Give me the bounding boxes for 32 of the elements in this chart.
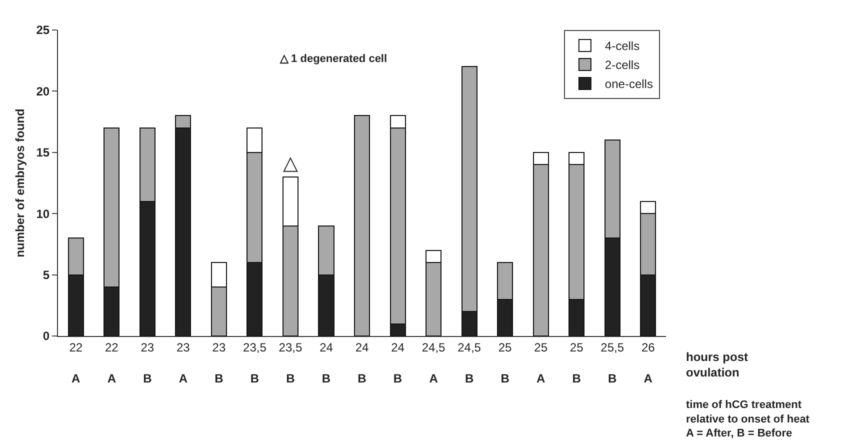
- category-label: 23,5 B: [278, 340, 302, 386]
- y-tick-label: 10: [36, 206, 50, 221]
- category-label: 23 A: [176, 340, 190, 386]
- category-label: 25,5 B: [600, 340, 624, 386]
- category-label: 24,5 A: [422, 340, 446, 386]
- x-axis-title: hours post ovulation: [686, 350, 748, 380]
- y-tick-label: 20: [36, 84, 50, 98]
- category-label: 23,5 B: [243, 340, 266, 386]
- category-label: 24 B: [355, 340, 369, 386]
- category-label: 25 B: [498, 340, 512, 386]
- annotation: △ 1 degenerated cell: [279, 53, 388, 65]
- category-label: 26 A: [641, 340, 655, 386]
- data-label: △: [282, 152, 299, 174]
- category-label: 22 A: [104, 340, 118, 386]
- y-axis-title: number of embryos found: [13, 108, 27, 258]
- legend-label: 2-cells: [604, 58, 640, 72]
- legend-label: one-cells: [604, 77, 653, 92]
- category-label: 24,5 B: [458, 340, 481, 386]
- category-label: 23 B: [212, 340, 226, 386]
- category-label: 24 B: [391, 340, 404, 386]
- category-label: 22 A: [69, 340, 83, 386]
- y-tick-label: 15: [36, 146, 50, 160]
- category-label: 23 B: [140, 340, 154, 386]
- category-label: 25 B: [570, 340, 584, 386]
- bar: [354, 115, 370, 336]
- category-label: 24 B: [320, 340, 333, 386]
- text: time of hCG treatment relative to onset of heat A = After, B = Before: [686, 399, 810, 440]
- y-tick-label: 0: [42, 329, 50, 344]
- category-label: 25 A: [534, 340, 548, 386]
- y-tick-label: 25: [36, 23, 50, 38]
- legend-label: 4-cells: [604, 39, 640, 54]
- y-tick-label: 5: [42, 268, 50, 282]
